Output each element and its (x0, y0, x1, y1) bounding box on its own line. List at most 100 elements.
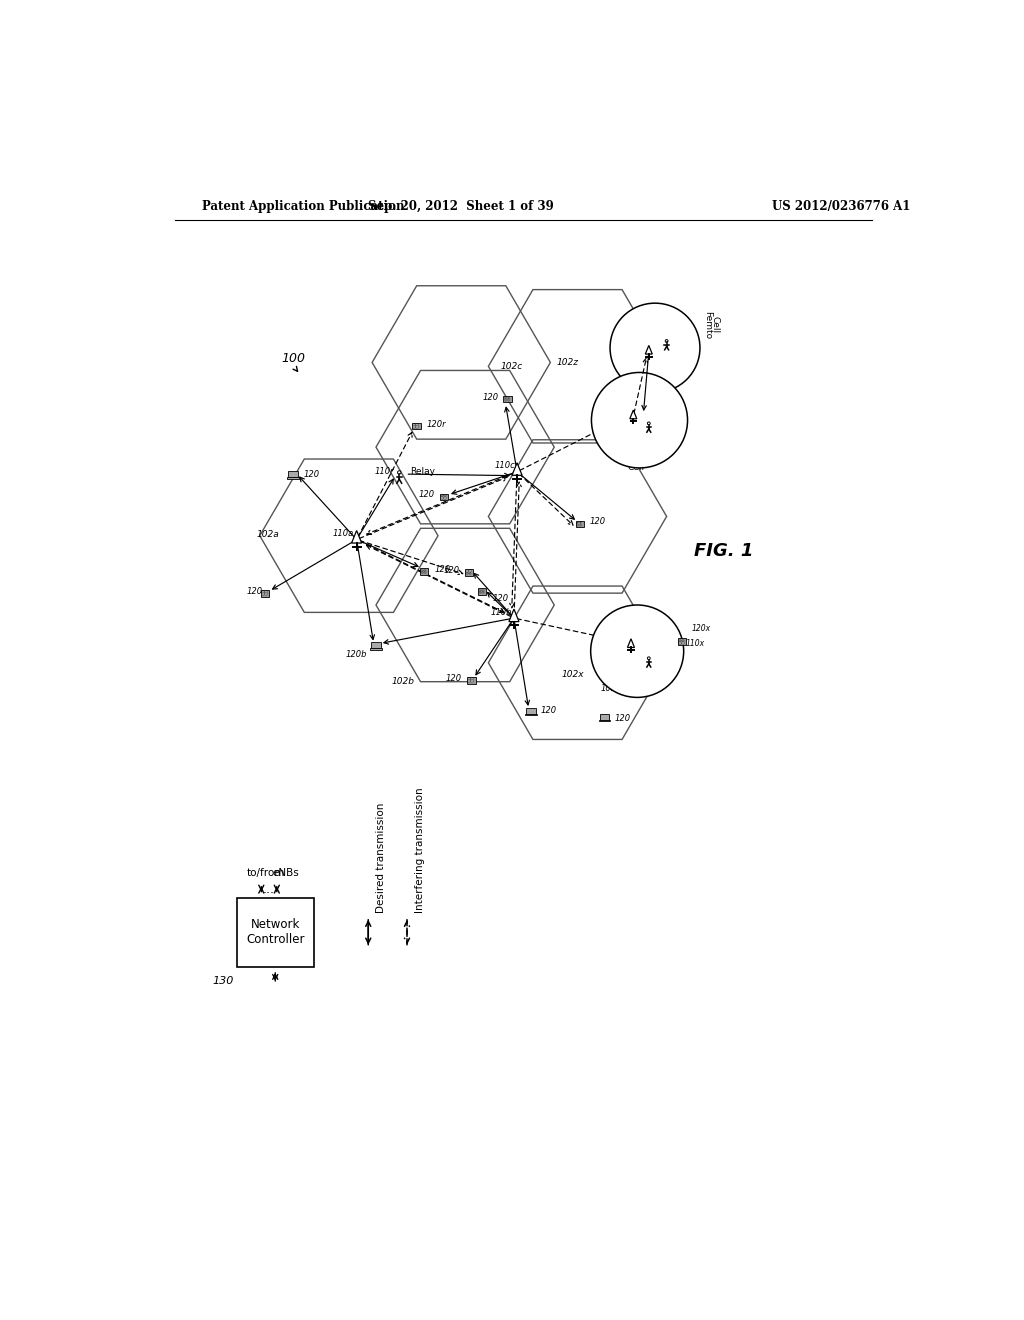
Bar (444, 498, 445, 499)
Bar (421, 570, 423, 572)
Bar (471, 681, 473, 682)
Text: 120: 120 (434, 565, 451, 574)
Bar (467, 677, 475, 684)
Text: Patent Application Publication: Patent Application Publication (202, 199, 404, 213)
Text: 120: 120 (482, 392, 499, 401)
Text: 120: 120 (445, 673, 462, 682)
Bar (440, 494, 449, 500)
Bar (421, 572, 423, 573)
Text: 130: 130 (213, 977, 234, 986)
Text: Interfering transmission: Interfering transmission (415, 787, 425, 913)
Text: ...: ... (263, 883, 275, 896)
Bar (469, 570, 471, 572)
Polygon shape (645, 346, 652, 354)
Text: to/from: to/from (247, 869, 285, 878)
Bar (444, 495, 445, 496)
Text: 120r: 120r (426, 420, 446, 429)
Text: 110r: 110r (375, 466, 394, 475)
Bar (508, 400, 509, 401)
Bar (600, 714, 609, 719)
Text: 110a: 110a (333, 529, 354, 539)
Text: 102x: 102x (562, 669, 585, 678)
Text: 120: 120 (493, 594, 508, 603)
Bar (420, 569, 428, 576)
Text: Femto: Femto (703, 310, 712, 339)
Text: 110c: 110c (495, 461, 515, 470)
Bar (678, 639, 686, 645)
Text: 102x: 102x (600, 684, 622, 693)
Bar (504, 396, 512, 403)
Text: 110b: 110b (490, 607, 512, 616)
Polygon shape (351, 531, 361, 543)
Circle shape (397, 471, 401, 474)
Bar (466, 570, 468, 572)
Text: Cell: Cell (711, 317, 720, 333)
Text: 120b: 120b (345, 649, 367, 659)
Bar (580, 521, 582, 523)
Bar (482, 591, 483, 594)
Text: Network
Controller: Network Controller (246, 919, 304, 946)
Circle shape (647, 657, 650, 660)
Bar (414, 424, 415, 425)
Text: 110y: 110y (652, 408, 672, 417)
Polygon shape (630, 411, 637, 418)
Text: 110x: 110x (685, 639, 705, 648)
Bar (262, 594, 264, 595)
Text: 120x: 120x (691, 623, 711, 632)
Text: Pico: Pico (632, 638, 650, 647)
Bar (416, 424, 418, 425)
Text: Relay: Relay (410, 466, 435, 475)
Bar (478, 589, 486, 595)
Bar (468, 681, 470, 682)
Bar (471, 678, 473, 680)
Bar (262, 591, 264, 593)
Bar (525, 714, 537, 715)
Bar (482, 590, 483, 591)
Text: 120: 120 (443, 566, 460, 574)
Text: 120x: 120x (606, 663, 626, 671)
Text: 120y: 120y (622, 434, 639, 440)
Bar (289, 471, 298, 477)
Text: Desired transmission: Desired transmission (376, 803, 386, 913)
Bar (414, 426, 415, 428)
Text: 120: 120 (541, 706, 557, 715)
Text: 120: 120 (303, 470, 319, 479)
Polygon shape (509, 609, 519, 622)
Bar (468, 678, 470, 680)
Text: US 2012/0236776 A1: US 2012/0236776 A1 (772, 199, 910, 213)
Text: 102c: 102c (501, 362, 522, 371)
Bar (479, 591, 481, 594)
Circle shape (610, 304, 700, 392)
Bar (265, 594, 266, 595)
Circle shape (592, 372, 687, 469)
Bar (237, 898, 314, 966)
Text: 102z: 102z (557, 358, 579, 367)
Text: 120: 120 (419, 491, 435, 499)
Bar (441, 498, 442, 499)
Bar (416, 426, 418, 428)
Text: FIG. 1: FIG. 1 (693, 543, 753, 560)
Bar (465, 569, 473, 576)
Text: eNBs: eNBs (272, 869, 299, 878)
Circle shape (591, 605, 684, 697)
Bar (575, 520, 584, 527)
Bar (505, 400, 506, 401)
Bar (424, 572, 426, 573)
Text: 120: 120 (247, 586, 263, 595)
Bar (682, 640, 684, 642)
Bar (441, 495, 442, 496)
Text: 102a: 102a (256, 529, 279, 539)
Text: Femto: Femto (622, 453, 649, 462)
Text: 120: 120 (614, 714, 631, 723)
Bar (599, 719, 610, 721)
Bar (466, 573, 468, 574)
Polygon shape (512, 463, 522, 475)
Bar (577, 521, 579, 523)
Bar (372, 643, 381, 648)
Bar (371, 648, 382, 649)
Bar (265, 591, 266, 593)
Bar (469, 573, 471, 574)
Text: 102b: 102b (391, 677, 415, 686)
Bar (577, 524, 579, 525)
Text: 120: 120 (590, 517, 606, 527)
